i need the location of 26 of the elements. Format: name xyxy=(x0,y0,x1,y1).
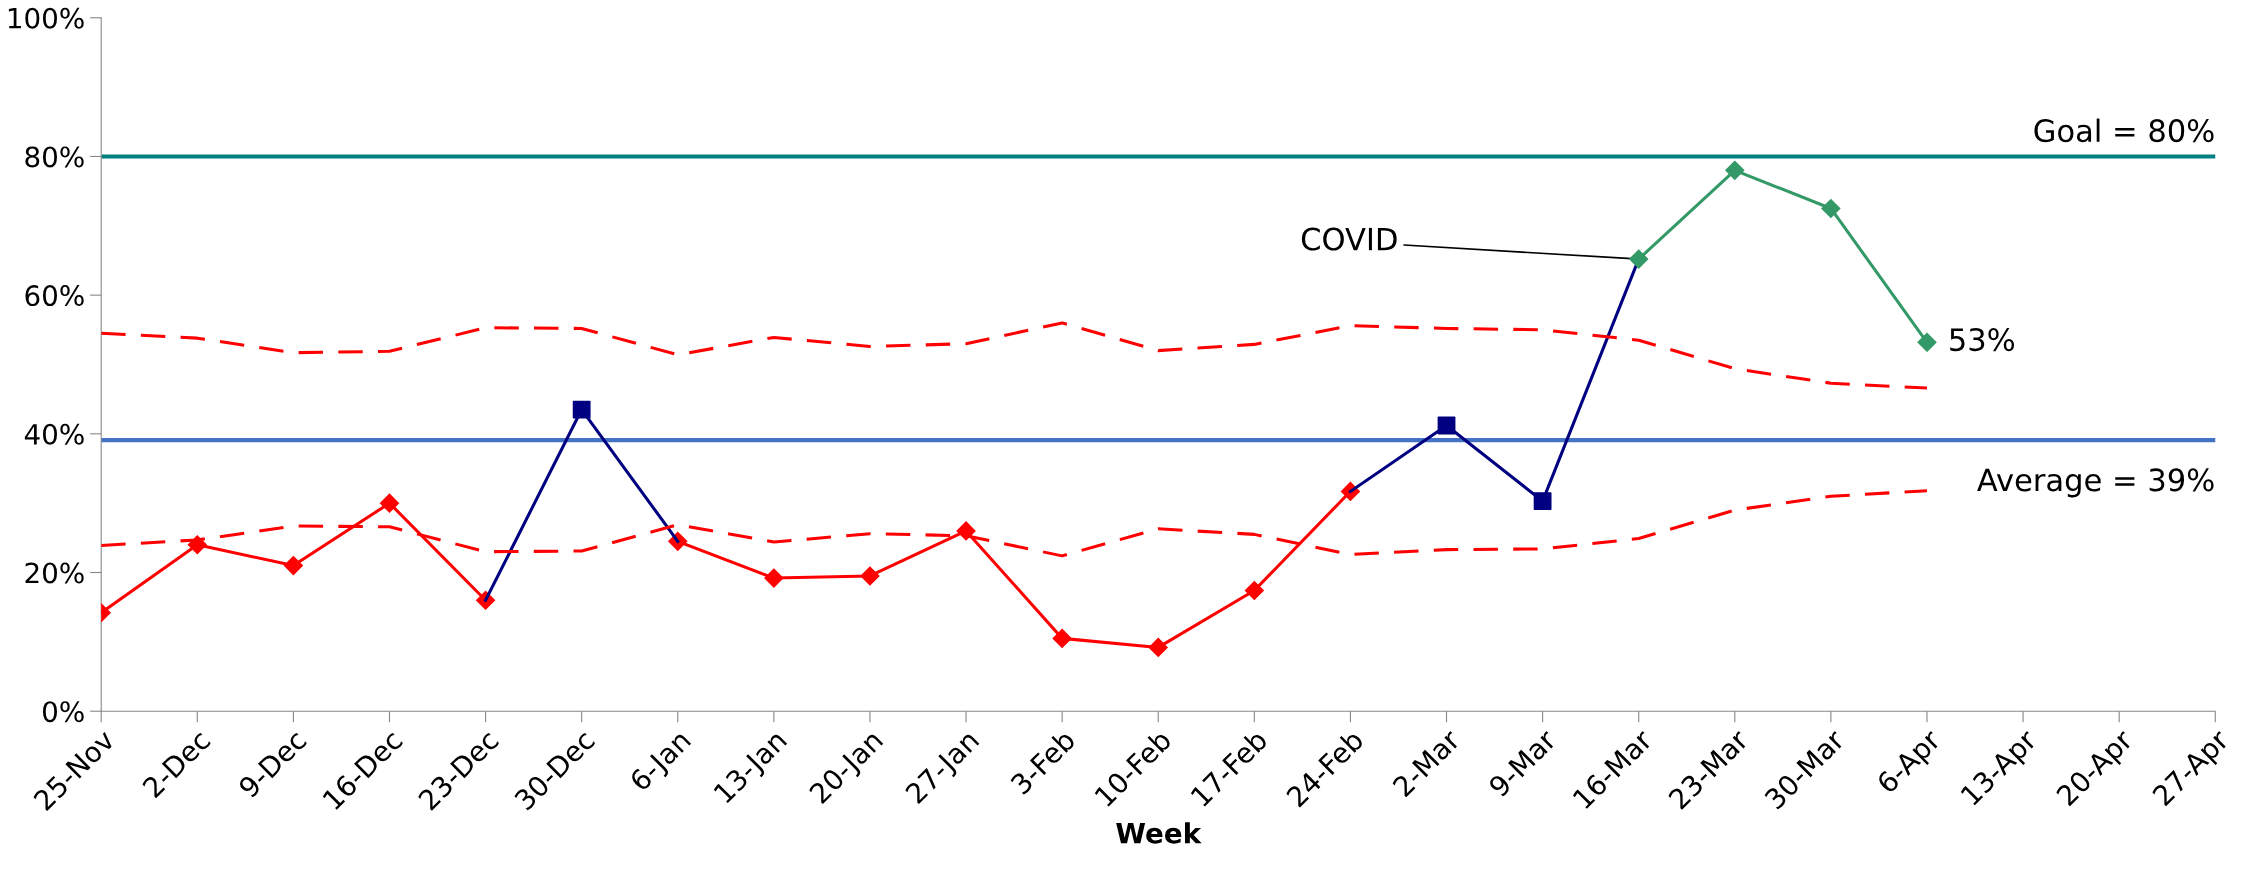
line-series xyxy=(101,321,1929,390)
point xyxy=(572,400,591,419)
x-axis-title: Week xyxy=(1116,822,1202,844)
y-tick-label: 20% xyxy=(25,562,84,584)
point xyxy=(1148,637,1168,657)
point xyxy=(1917,332,1937,352)
point xyxy=(764,568,784,588)
point xyxy=(1244,581,1264,601)
point xyxy=(283,556,303,576)
annotation: 53% xyxy=(1950,328,2015,352)
y-tick-label: 40% xyxy=(24,423,84,445)
point xyxy=(379,493,400,513)
point xyxy=(1052,628,1072,648)
point xyxy=(1437,416,1456,435)
point xyxy=(1533,492,1552,511)
y-tick-label: 60% xyxy=(25,285,84,307)
point xyxy=(1629,249,1649,269)
y-tick-label: 0% xyxy=(43,701,84,723)
ref-line-label: Average = 39% xyxy=(1977,468,2214,498)
annotation: COVID xyxy=(1301,227,1397,251)
ref-line-label: Goal = 80% xyxy=(2034,118,2214,143)
point xyxy=(1821,198,1841,219)
point xyxy=(1725,160,1745,180)
y-tick-label: 80% xyxy=(25,146,84,168)
point xyxy=(860,566,880,586)
y-tick-label: 100% xyxy=(8,7,84,29)
